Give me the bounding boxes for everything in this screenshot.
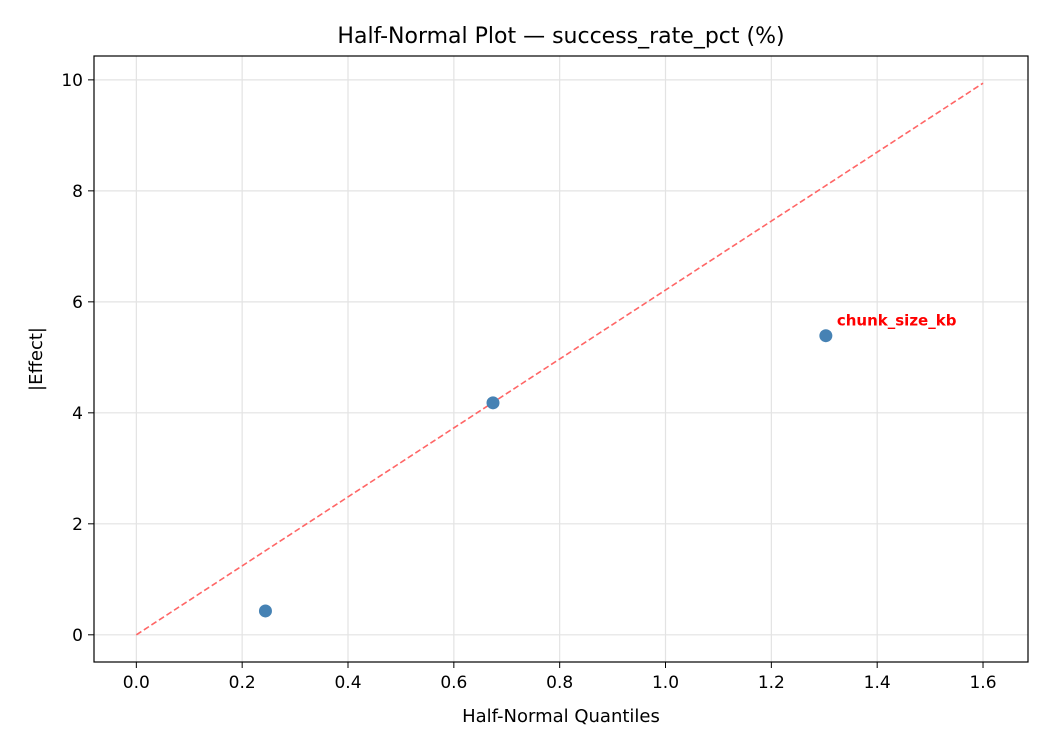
- x-tick-label: 0.8: [546, 673, 573, 693]
- reference-line-group: [135, 82, 984, 636]
- y-tick-label: 6: [72, 293, 83, 313]
- x-tick-label: 1.4: [864, 673, 891, 693]
- x-tick-label: 0.2: [229, 673, 256, 693]
- x-axis: 0.0 0.2 0.4 0.6 0.8 1.0 1.2 1.4 1.6: [123, 662, 997, 693]
- x-tick-label: 1.6: [969, 673, 996, 693]
- y-tick-label: 10: [61, 71, 83, 91]
- x-tick-label: 0.4: [334, 673, 361, 693]
- y-axis-label: |Effect|: [26, 327, 47, 391]
- y-tick-label: 8: [72, 182, 83, 202]
- x-tick-label: 0.0: [123, 673, 150, 693]
- x-tick-label: 0.6: [440, 673, 467, 693]
- data-point: [486, 396, 500, 410]
- data-point: [819, 329, 833, 343]
- x-axis-label: Half-Normal Quantiles: [462, 706, 660, 727]
- y-axis: 0 2 4 6 8 10: [61, 71, 94, 646]
- y-tick-label: 4: [72, 404, 83, 424]
- data-point: [258, 604, 272, 618]
- chart-title: Half-Normal Plot — success_rate_pct (%): [337, 24, 784, 49]
- points-group: chunk_size_kb: [258, 312, 957, 618]
- y-tick-label: 0: [72, 626, 83, 646]
- plot-frame: [93, 55, 1029, 663]
- x-tick-label: 1.0: [652, 673, 679, 693]
- y-tick-label: 2: [72, 515, 83, 535]
- x-tick-label: 1.2: [758, 673, 785, 693]
- point-annotation: chunk_size_kb: [837, 312, 957, 330]
- reference-line: [135, 82, 984, 636]
